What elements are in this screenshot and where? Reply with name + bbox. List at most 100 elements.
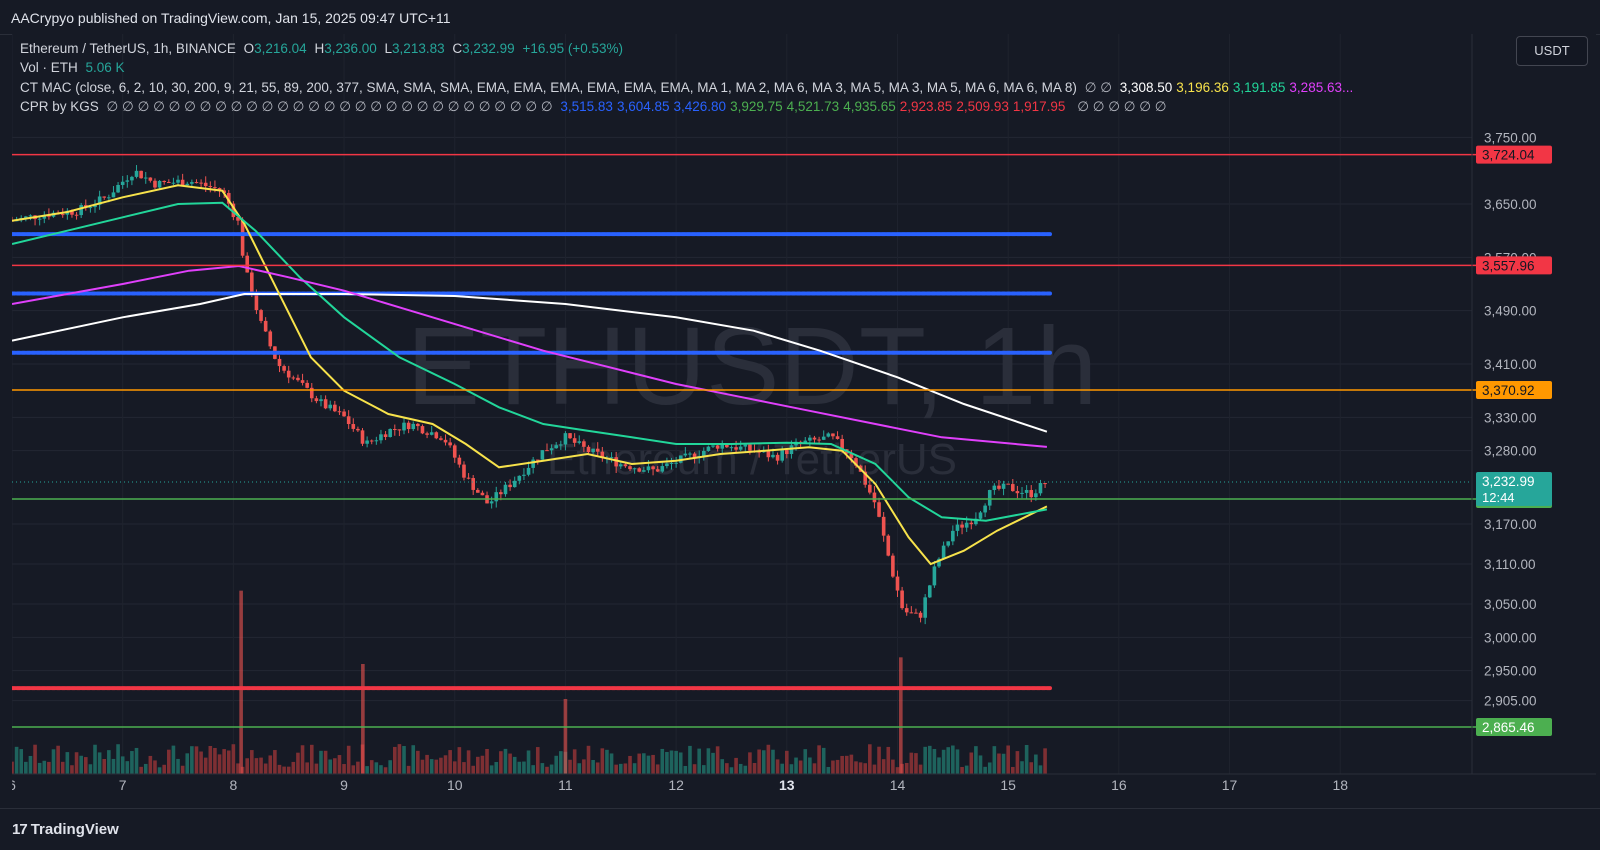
volume-spike-2 — [563, 699, 568, 774]
chart-panel[interactable]: ETHUSDT, 1h Ethereum / TetherUS 3,750.00 3,… — [12, 34, 1596, 808]
volume-bar-11 — [60, 761, 65, 774]
candle-body-187 — [872, 492, 877, 503]
candle-body-15 — [79, 205, 83, 216]
symbol-legend[interactable]: Ethereum / TetherUS, 1h, BINANCE O3,216.… — [20, 41, 627, 56]
candle-body-139 — [651, 466, 655, 470]
candle-body-18 — [93, 204, 97, 208]
volume-bar-109 — [512, 756, 517, 774]
volume-bar-170 — [794, 757, 798, 774]
candle-body-112 — [526, 467, 531, 475]
volume-bar-119 — [559, 751, 563, 774]
candle-body-88 — [416, 423, 420, 427]
volume-bar-161 — [752, 762, 757, 774]
candle-body-72 — [342, 411, 346, 417]
volume-bar-86 — [406, 765, 411, 774]
candle-body-102 — [480, 492, 485, 496]
candle-body-194 — [904, 608, 909, 613]
volume-bar-175 — [817, 745, 821, 774]
brand-name: TradingView — [30, 821, 119, 838]
volume-bar-166 — [775, 759, 780, 774]
candle-body-23 — [116, 184, 120, 193]
candle-body-110 — [517, 475, 522, 481]
candle-body-207 — [964, 522, 969, 528]
candle-body-30 — [148, 177, 153, 181]
candle-body-95 — [448, 442, 452, 446]
volume-value: 5.06 K — [85, 60, 125, 75]
symbol-name[interactable]: Ethereum / TetherUS, 1h, BINANCE — [20, 41, 236, 56]
volume-bar-220 — [1024, 744, 1029, 774]
volume-bar-140 — [655, 764, 660, 774]
volume-bar-129 — [605, 749, 609, 774]
volume-bar-139 — [651, 754, 655, 774]
cpr-label[interactable]: CPR by KGS — [20, 99, 99, 114]
volume-bar-114 — [535, 747, 540, 774]
cpr-legend[interactable]: CPR by KGS ∅ ∅ ∅ ∅ ∅ ∅ ∅ ∅ ∅ ∅ ∅ ∅ ∅ ∅ ∅… — [20, 99, 1171, 115]
x-tick-label-9: 15 — [1000, 777, 1016, 793]
candle-body-50 — [240, 220, 245, 256]
moving-average-line-2 — [12, 201, 1048, 522]
candle-body-143 — [669, 462, 674, 464]
candle-body-58 — [277, 358, 282, 367]
candle-body-131 — [614, 457, 618, 467]
volume-bar-215 — [1001, 753, 1006, 774]
volume-bar-67 — [319, 750, 323, 774]
volume-bar-168 — [785, 750, 789, 774]
volume-bar-10 — [56, 745, 60, 774]
volume-bar-71 — [337, 755, 342, 774]
tradingview-brand[interactable]: 17 TradingView — [12, 821, 119, 838]
volume-bar-187 — [872, 764, 877, 774]
candle-body-108 — [508, 484, 512, 488]
volume-bar-222 — [1034, 754, 1038, 774]
volume-bar-196 — [914, 753, 918, 774]
mac-label[interactable]: CT MAC (close, 6, 2, 10, 30, 200, 9, 21,… — [20, 80, 1077, 95]
x-tick-label-11: 17 — [1222, 777, 1238, 793]
volume-bar-54 — [259, 757, 263, 774]
candle-body-199 — [927, 585, 932, 598]
candle-body-169 — [789, 445, 794, 455]
candle-body-205 — [955, 524, 960, 531]
candle-body-177 — [826, 433, 831, 437]
x-tick-label-12: 18 — [1332, 777, 1348, 793]
candle-body-119 — [559, 444, 563, 446]
candle-body-59 — [282, 366, 286, 371]
mac-legend[interactable]: CT MAC (close, 6, 2, 10, 30, 200, 9, 21,… — [20, 80, 1361, 96]
cpr-values: 3,515.83 3,604.85 3,426.80 3,929.75 4,521.73… — [560, 99, 1069, 114]
candle-body-75 — [356, 428, 360, 431]
candle-body-11 — [60, 214, 65, 216]
volume-bar-171 — [798, 760, 803, 774]
volume-bar-155 — [725, 763, 729, 774]
volume-bar-176 — [821, 747, 826, 774]
volume-bar-137 — [642, 753, 646, 774]
candle-body-140 — [655, 469, 660, 472]
volume-bar-83 — [392, 746, 397, 774]
volume-bar-135 — [632, 763, 637, 774]
volume-bar-95 — [448, 750, 452, 774]
candle-body-98 — [462, 464, 466, 478]
volume-bar-17 — [88, 764, 93, 774]
candle-body-167 — [780, 450, 784, 461]
price-level-label-1: 3,557.96 — [1482, 258, 1535, 273]
volume-legend[interactable]: Vol · ETH 5.06 K — [20, 60, 129, 75]
volume-label[interactable]: Vol · ETH — [20, 60, 78, 75]
volume-bar-178 — [831, 760, 835, 774]
volume-bar-92 — [434, 759, 439, 774]
candle-body-65 — [309, 387, 314, 399]
currency-button[interactable]: USDT — [1516, 36, 1588, 66]
candle-body-106 — [499, 492, 503, 495]
volume-bar-5 — [33, 744, 37, 774]
candle-body-215 — [1001, 483, 1006, 489]
volume-bar-165 — [771, 749, 775, 774]
volume-bar-199 — [927, 745, 932, 774]
candle-body-175 — [817, 439, 821, 441]
candle-body-188 — [877, 502, 881, 517]
candle-body-87 — [411, 423, 416, 430]
candle-body-220 — [1024, 490, 1029, 493]
volume-bar-68 — [323, 750, 328, 774]
candle-body-179 — [835, 436, 840, 439]
volume-bar-110 — [517, 761, 522, 774]
volume-bar-80 — [379, 765, 383, 774]
volume-bar-73 — [346, 745, 351, 774]
volume-bar-133 — [623, 763, 628, 774]
candle-body-116 — [545, 450, 549, 452]
